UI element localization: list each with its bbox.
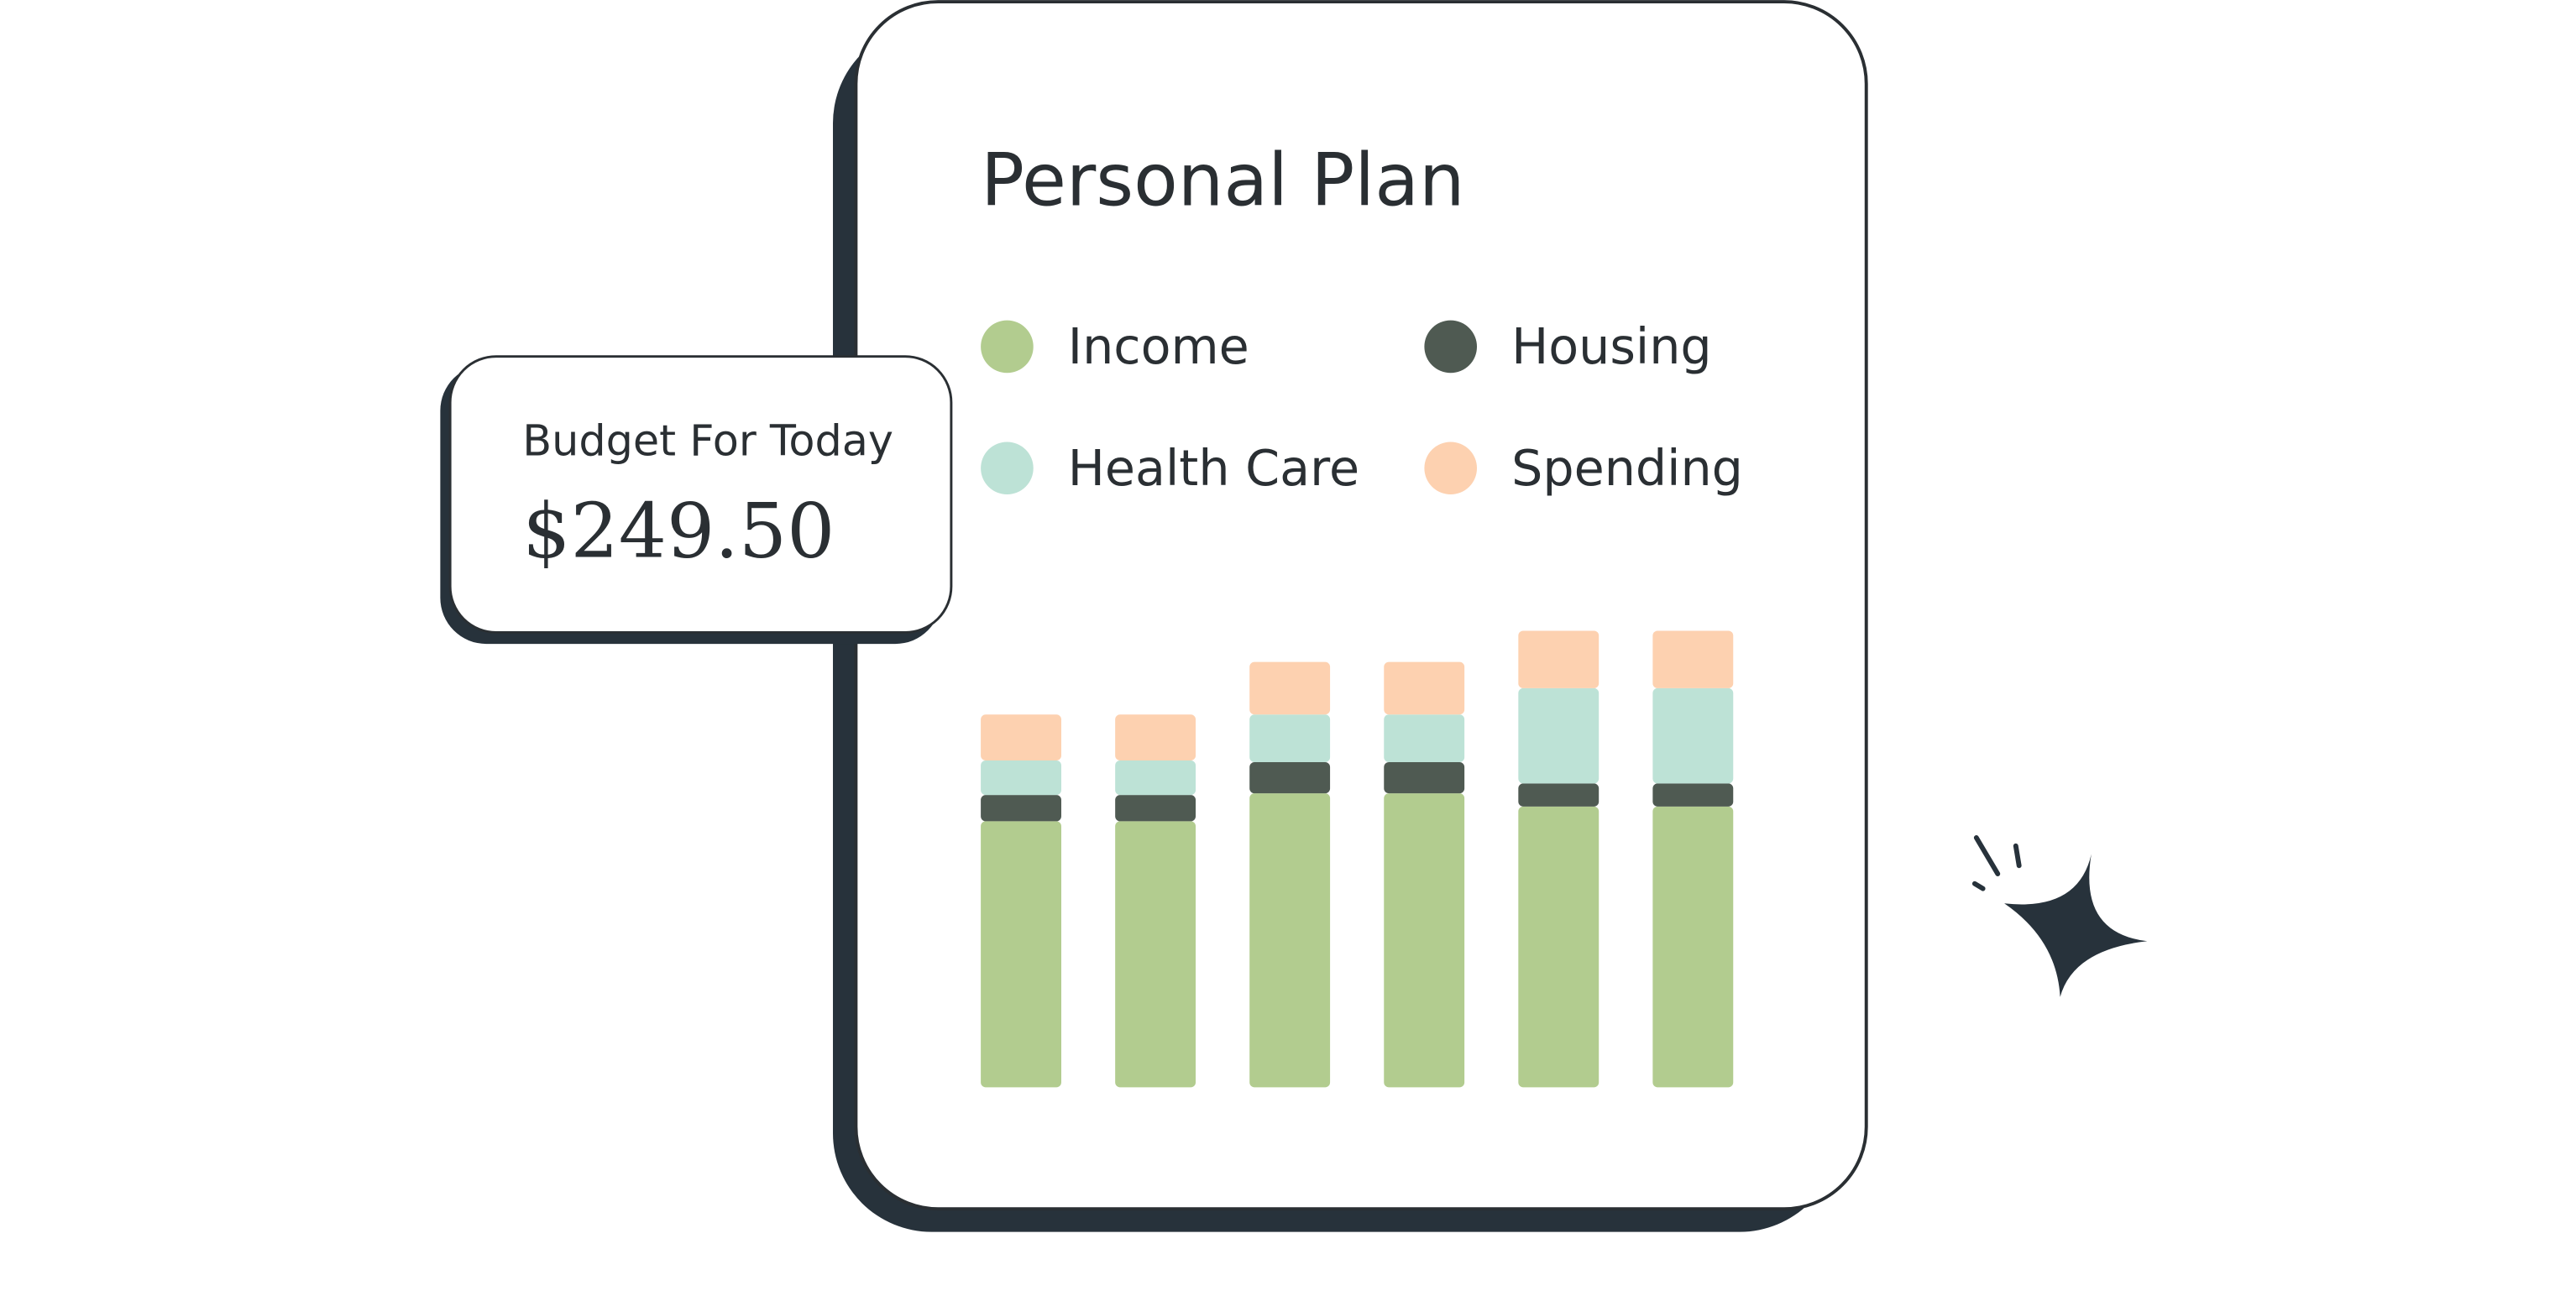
bar-segment	[1249, 793, 1331, 1088]
bar-segment	[1518, 687, 1600, 784]
bar-segment	[1652, 630, 1734, 688]
sparkle	[1971, 835, 2148, 997]
bar-segment	[1384, 714, 1465, 762]
sparkle-line	[2013, 843, 2022, 869]
chart-title: Personal Plan	[981, 139, 1464, 223]
bar-segment	[1384, 661, 1465, 715]
legend-label: Housing	[1511, 318, 1712, 375]
sparkle-line	[1971, 881, 1986, 891]
bar-segment	[1652, 687, 1734, 784]
bar-segment	[1115, 795, 1196, 822]
legend-label: Income	[1068, 318, 1249, 375]
bar-segment	[1249, 714, 1331, 762]
bar-segment	[1115, 714, 1196, 761]
legend-label: Health Care	[1068, 440, 1359, 497]
legend-swatch	[981, 320, 1034, 374]
budget-amount: $249.50	[522, 487, 835, 575]
legend-swatch	[981, 442, 1034, 495]
bar-segment	[1249, 761, 1331, 794]
bar-segment	[1518, 783, 1600, 807]
legend-swatch	[1424, 442, 1478, 495]
bar-segment	[1652, 783, 1734, 807]
bar-segment	[1518, 630, 1600, 688]
bar-segment	[981, 795, 1061, 822]
budget-label: Budget For Today	[522, 415, 893, 465]
sparkle-star	[2004, 854, 2148, 997]
bar-segment	[1115, 821, 1196, 1088]
legend-swatch	[1424, 320, 1478, 374]
bar-segment	[981, 760, 1061, 796]
bar-segment	[1652, 806, 1734, 1088]
legend-label: Spending	[1511, 440, 1743, 497]
bar-segment	[1249, 661, 1331, 715]
bar-segment	[1518, 806, 1600, 1088]
bar-segment	[1384, 793, 1465, 1088]
sparkle-line	[1973, 835, 2001, 876]
bar-segment	[1384, 761, 1465, 794]
budget-card	[448, 355, 953, 634]
bar-segment	[1115, 760, 1196, 796]
bar-segment	[981, 821, 1061, 1088]
bar-segment	[981, 714, 1061, 761]
